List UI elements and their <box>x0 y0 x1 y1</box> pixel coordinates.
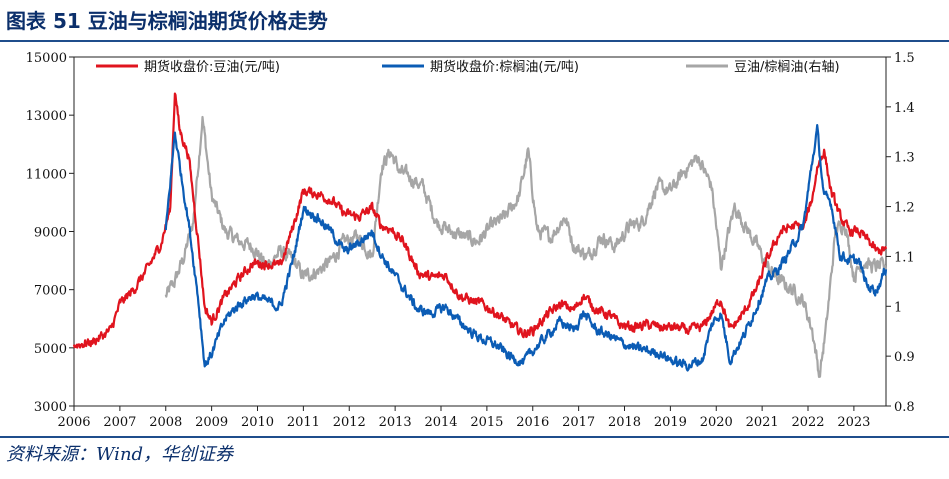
left-axis-tick-label: 3000 <box>34 400 67 415</box>
right-axis-tick-label: 1.5 <box>894 51 915 66</box>
right-axis-tick-label: 0.9 <box>894 350 915 365</box>
palm-oil-price-line <box>164 124 888 372</box>
x-axis-tick-label: 2021 <box>746 415 779 430</box>
left-axis-tick-label: 13000 <box>26 109 67 124</box>
x-axis-tick-label: 2015 <box>470 415 503 430</box>
x-axis-tick-label: 2010 <box>241 415 274 430</box>
x-axis-tick-label: 2022 <box>791 415 824 430</box>
x-axis-tick-label: 2014 <box>424 415 457 430</box>
x-axis-tick-label: 2012 <box>333 415 366 430</box>
source-divider <box>0 436 949 438</box>
x-axis-tick-label: 2016 <box>516 415 549 430</box>
legend-soybean-oil-label: 期货收盘价:豆油(元/吨) <box>144 59 280 75</box>
x-axis-tick-label: 2011 <box>287 415 320 430</box>
left-axis-tick-label: 7000 <box>34 284 67 299</box>
left-axis-tick-label: 15000 <box>26 51 67 66</box>
right-axis-tick-label: 1 <box>894 300 902 315</box>
x-axis-tick-label: 2008 <box>149 415 182 430</box>
left-axis-tick-label: 5000 <box>34 342 67 357</box>
x-axis-tick-label: 2009 <box>195 415 228 430</box>
title-divider <box>0 40 949 42</box>
source-note: 资料来源：Wind，华创证券 <box>6 444 234 465</box>
left-axis-tick-label: 11000 <box>26 167 67 182</box>
left-axis-tick-label: 9000 <box>34 226 67 241</box>
right-axis-tick-label: 1.1 <box>894 250 915 265</box>
x-axis-tick-label: 2018 <box>608 415 641 430</box>
right-axis-tick-label: 0.8 <box>894 400 915 415</box>
right-axis-tick-label: 1.2 <box>894 201 915 216</box>
x-axis-tick-label: 2006 <box>57 415 90 430</box>
soy-palm-ratio-line <box>164 115 887 378</box>
right-axis-tick-label: 1.3 <box>894 151 915 166</box>
x-axis-tick-label: 2023 <box>837 415 870 430</box>
right-axis-tick-label: 1.4 <box>894 101 915 116</box>
page-title: 图表 51 豆油与棕榈油期货价格走势 <box>6 9 328 33</box>
x-axis-tick-label: 2019 <box>654 415 687 430</box>
x-axis-tick-label: 2020 <box>700 415 733 430</box>
legend-ratio-label: 豆油/棕榈油(右轴) <box>734 60 840 75</box>
legend-palm-oil-label: 期货收盘价:棕榈油(元/吨) <box>430 59 579 75</box>
x-axis-tick-label: 2007 <box>103 415 136 430</box>
x-axis-tick-label: 2013 <box>379 415 412 430</box>
soybean-oil-price-line <box>72 92 888 349</box>
x-axis-tick-label: 2017 <box>562 415 595 430</box>
